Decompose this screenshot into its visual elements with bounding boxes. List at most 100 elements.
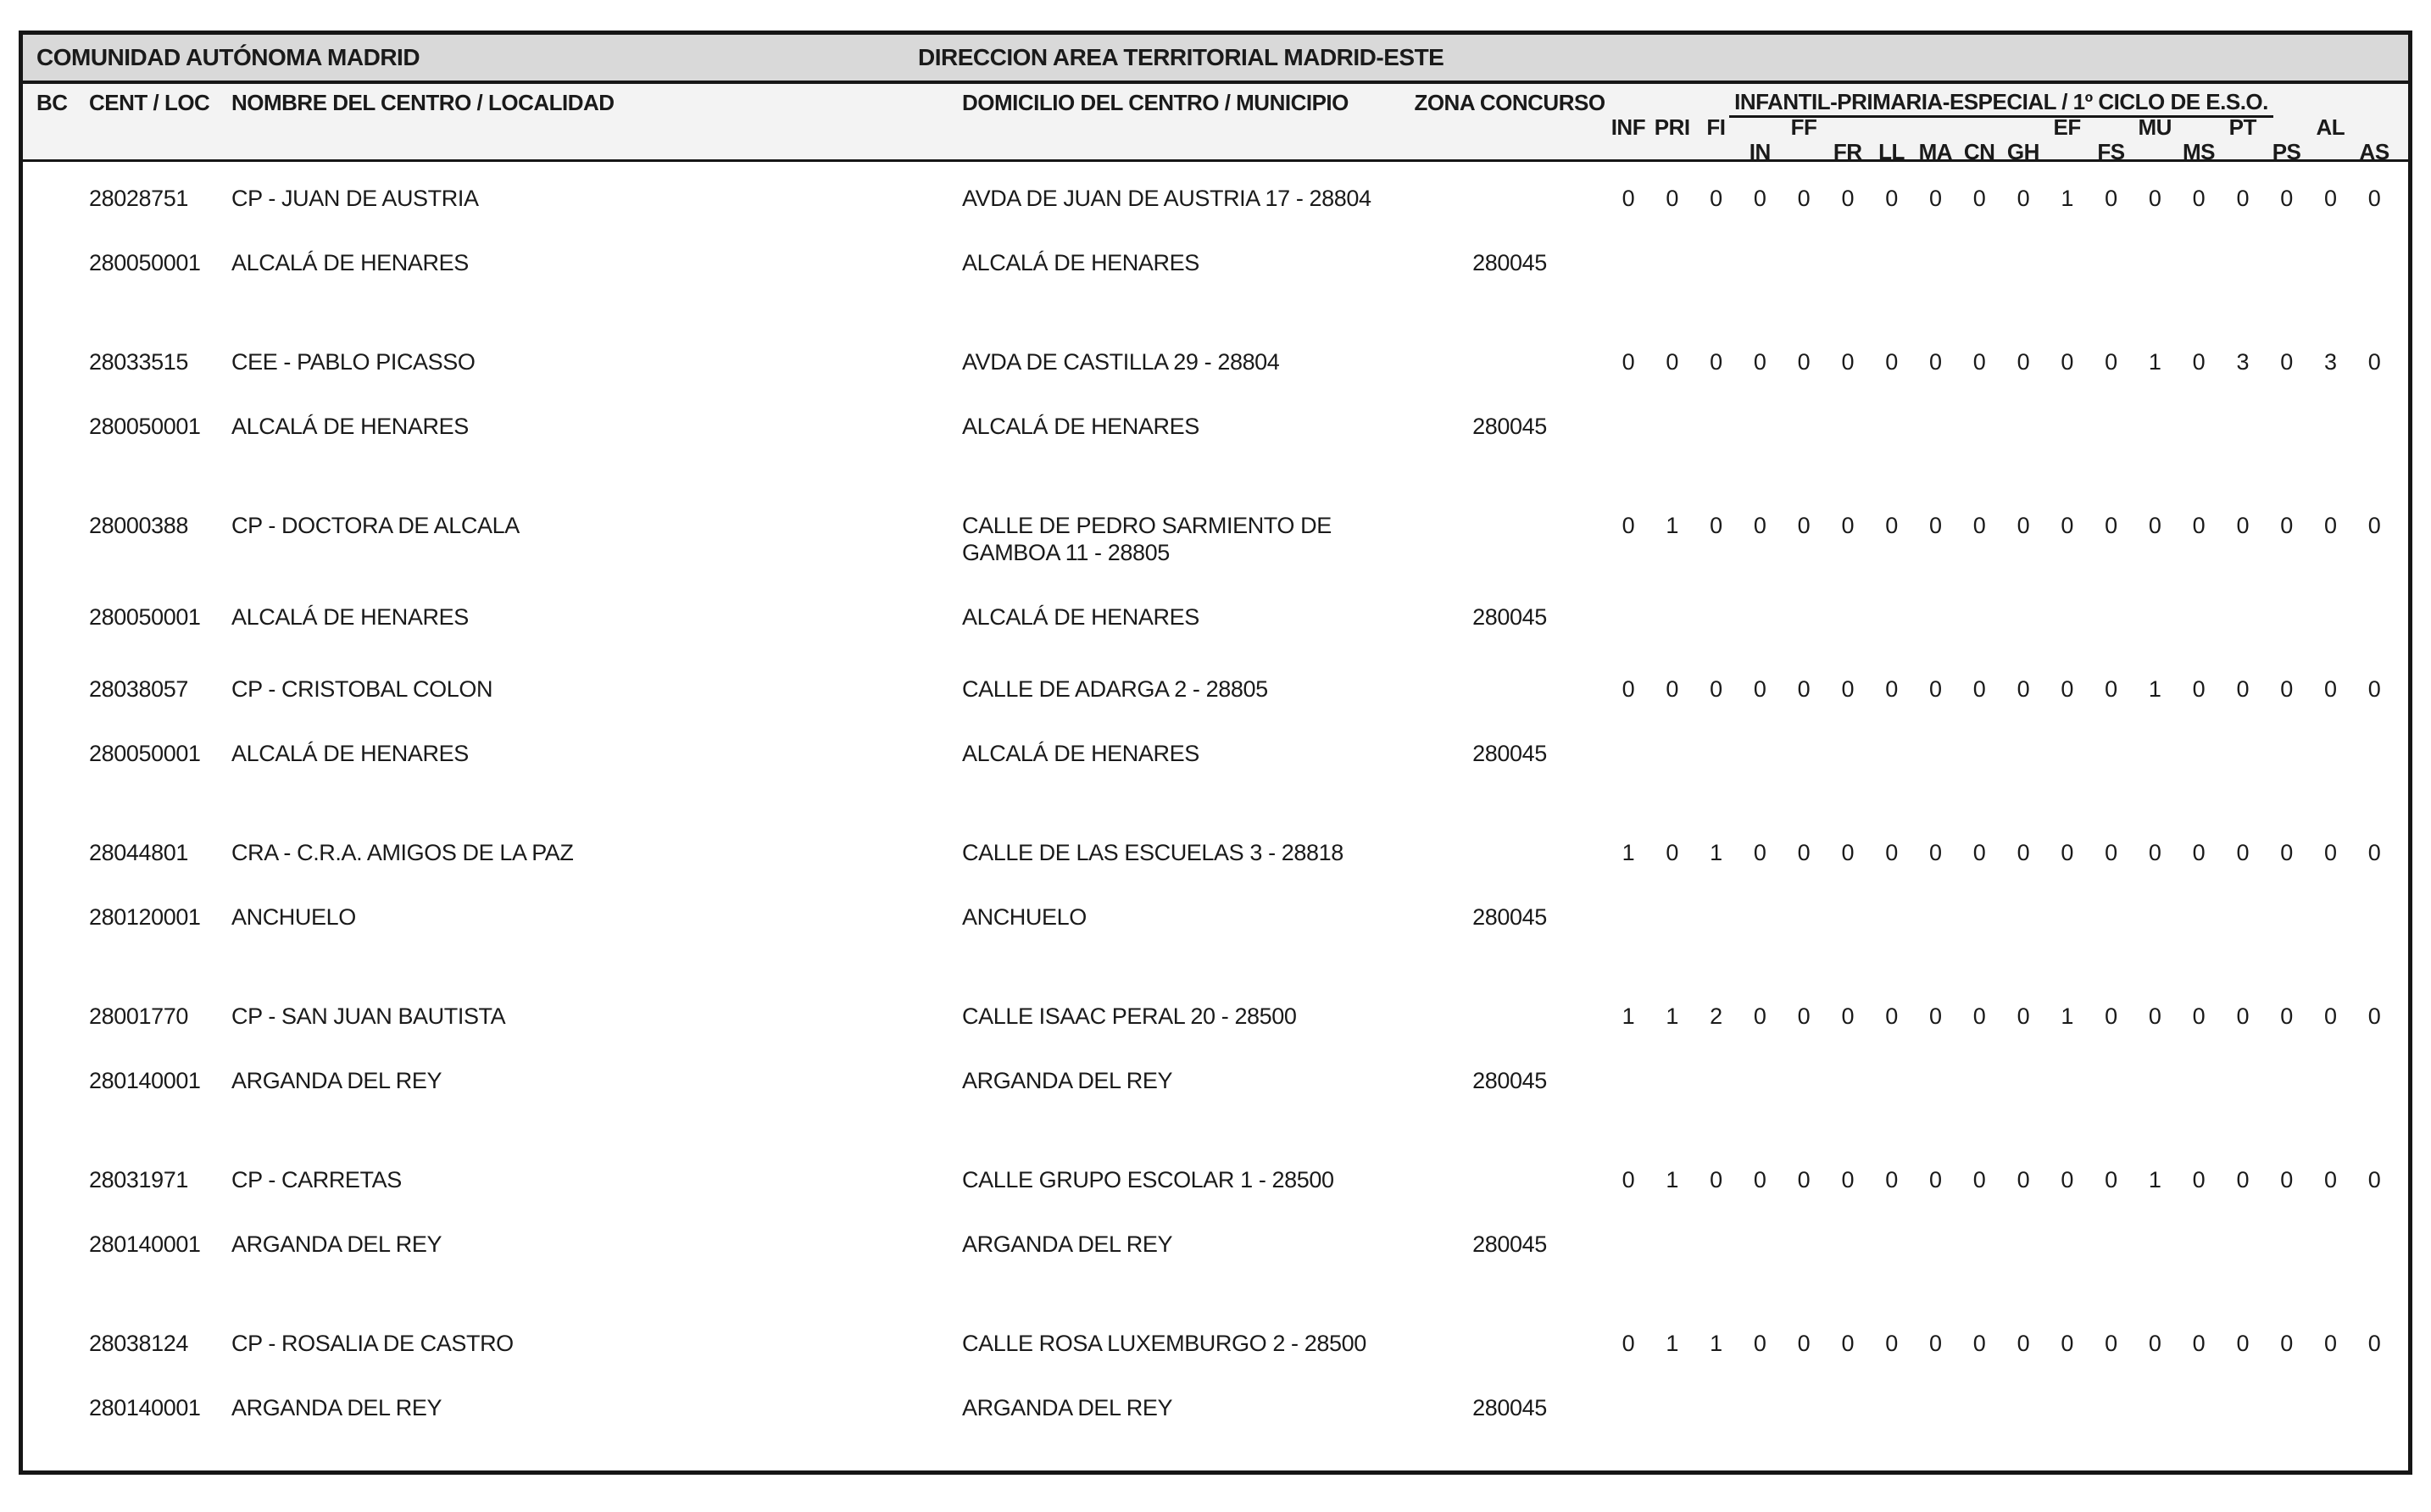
subject-value: 0	[1885, 840, 1898, 865]
center-address: AVDA DE CASTILLA 29 - 28804	[962, 349, 1280, 375]
subject-values: 0 0 0 0 0 0 0 0 0 0 1 0 0 0 0 0 0 0	[1606, 185, 2396, 212]
table-row: 28033515 CEE - PABLO PICASSO AVDA DE CAS…	[23, 325, 2408, 489]
subject-value: 0	[2061, 840, 2073, 865]
zona-value: 280045	[1472, 1068, 1547, 1093]
subject-value: 1	[1710, 840, 1722, 865]
subject-value: 0	[2192, 186, 2206, 211]
subject-value: 0	[2280, 1167, 2293, 1192]
subject-value: 0	[1797, 1003, 1811, 1029]
subject-value: 1	[1666, 1003, 1678, 1029]
center-address: CALLE DE LAS ESCUELAS 3 - 28818	[962, 840, 1343, 865]
bc-cell	[36, 839, 89, 866]
subject-value: 0	[2148, 840, 2161, 865]
table-row: 28044801 CRA - C.R.A. AMIGOS DE LA PAZ C…	[23, 816, 2408, 980]
center-name: CP - SAN JUAN BAUTISTA	[231, 1003, 506, 1029]
subject-value: 0	[2105, 840, 2117, 865]
row-center-line: 28001770 CP - SAN JUAN BAUTISTA CALLE IS…	[23, 1003, 2408, 1030]
municipality: ALCALÁ DE HENARES	[962, 741, 1199, 766]
values-spacer	[1606, 1394, 2396, 1421]
subject-value: 0	[2061, 676, 2073, 702]
column-header-band: BC CENT / LOC NOMBRE DEL CENTRO / LOCALI…	[23, 84, 2408, 164]
subject-value: 0	[1753, 840, 1766, 865]
subject-value: 0	[2148, 1331, 2161, 1356]
zona-spacer	[1413, 1003, 1606, 1030]
subjects-label-grid: INF PRI FI IN FF FR LL MA CN GH EF FS MU MS PT PS AL AS	[1606, 115, 2396, 164]
subject-value: 0	[1972, 186, 1986, 211]
values-spacer	[1606, 603, 2396, 631]
row-locality-line: 280120001 ANCHUELO ANCHUELO 280045	[23, 903, 2408, 931]
subject-value: 0	[1710, 186, 1722, 211]
zona-value: 280045	[1472, 414, 1547, 439]
subject-value: 0	[1753, 1331, 1766, 1356]
subject-values: 0 0 0 0 0 0 0 0 0 0 0 0 1 0 0 0 0 0	[1606, 675, 2396, 703]
row-locality-line: 280140001 ARGANDA DEL REY ARGANDA DEL RE…	[23, 1231, 2408, 1258]
zona-spacer	[1413, 839, 1606, 866]
subject-value: 0	[1622, 1167, 1635, 1192]
subject-value: 0	[1797, 349, 1811, 375]
bc-cell	[36, 1166, 89, 1193]
subject-value: 0	[1929, 349, 1942, 375]
subject-value: 0	[1753, 349, 1766, 375]
school-list: 28028751 CP - JUAN DE AUSTRIA AVDA DE JU…	[23, 162, 2408, 1470]
subject-value: 0	[2367, 1167, 2381, 1192]
subject-value: 2	[1710, 1003, 1722, 1029]
subject-column-label: LL	[1878, 139, 1905, 164]
subject-value: 0	[1710, 513, 1722, 538]
subject-value: 0	[2367, 1003, 2381, 1029]
subject-value: 0	[1753, 676, 1766, 702]
subject-value: 0	[1797, 186, 1811, 211]
subject-value: 0	[2324, 1003, 2337, 1029]
subject-value: 0	[1841, 349, 1855, 375]
center-name: CP - DOCTORA DE ALCALA	[231, 513, 520, 538]
subject-value: 0	[2017, 1331, 2030, 1356]
center-code: 28038057	[89, 676, 188, 702]
locality-code: 280050001	[89, 414, 201, 439]
subject-value: 0	[2061, 1331, 2073, 1356]
center-code: 28031971	[89, 1167, 188, 1192]
row-center-line: 28038124 CP - ROSALIA DE CASTRO CALLE RO…	[23, 1330, 2408, 1357]
values-spacer	[1606, 903, 2396, 931]
locality-name: ARGANDA DEL REY	[231, 1231, 442, 1257]
subject-value: 0	[2280, 513, 2293, 538]
locality-name: ALCALÁ DE HENARES	[231, 741, 469, 766]
subject-value: 0	[2192, 349, 2206, 375]
table-row: 28001770 CP - SAN JUAN BAUTISTA CALLE IS…	[23, 980, 2408, 1143]
subject-value: 0	[1797, 1331, 1811, 1356]
municipality: ANCHUELO	[962, 904, 1087, 930]
subject-value: 0	[1972, 676, 1986, 702]
subject-value: 0	[2324, 676, 2337, 702]
subject-value: 0	[1753, 513, 1766, 538]
column-header-nombre: NOMBRE DEL CENTRO / LOCALIDAD	[231, 90, 615, 115]
center-name: CP - CARRETAS	[231, 1167, 402, 1192]
row-center-line: 28044801 CRA - C.R.A. AMIGOS DE LA PAZ C…	[23, 839, 2408, 866]
subject-value: 0	[1929, 513, 1942, 538]
subject-value: 0	[2192, 1003, 2206, 1029]
subject-value: 0	[2236, 840, 2250, 865]
subject-value: 0	[2148, 513, 2161, 538]
column-header-zona: ZONA CONCURSO	[1414, 90, 1605, 115]
subject-column-label: AL	[2316, 114, 2345, 140]
zona-spacer	[1413, 1330, 1606, 1357]
subject-value: 0	[2105, 513, 2117, 538]
subject-value: 0	[1885, 1167, 1898, 1192]
subject-column-label: MS	[2182, 139, 2215, 164]
subject-value: 0	[1841, 513, 1855, 538]
subject-value: 0	[1710, 1167, 1722, 1192]
column-header-bc: BC	[36, 90, 68, 115]
subject-value: 0	[2236, 1167, 2250, 1192]
municipality: ARGANDA DEL REY	[962, 1231, 1173, 1257]
center-name: CRA - C.R.A. AMIGOS DE LA PAZ	[231, 840, 574, 865]
subject-value: 1	[2148, 1167, 2161, 1192]
table-row: 28000388 CP - DOCTORA DE ALCALA CALLE DE…	[23, 489, 2408, 653]
subject-column-label: FI	[1706, 114, 1726, 140]
subject-value: 0	[1666, 840, 1678, 865]
subject-column-label: CN	[1963, 139, 1995, 164]
locality-name: ANCHUELO	[231, 904, 356, 930]
municipality: ARGANDA DEL REY	[962, 1395, 1173, 1420]
zona-value: 280045	[1472, 1231, 1547, 1257]
bc-cell	[36, 1330, 89, 1357]
subject-column-label: FS	[2097, 139, 2125, 164]
subject-value: 0	[2105, 1003, 2117, 1029]
subjects-group-title: INFANTIL-PRIMARIA-ESPECIAL / 1º CICLO DE…	[1606, 89, 2396, 118]
subject-value: 0	[2367, 840, 2381, 865]
